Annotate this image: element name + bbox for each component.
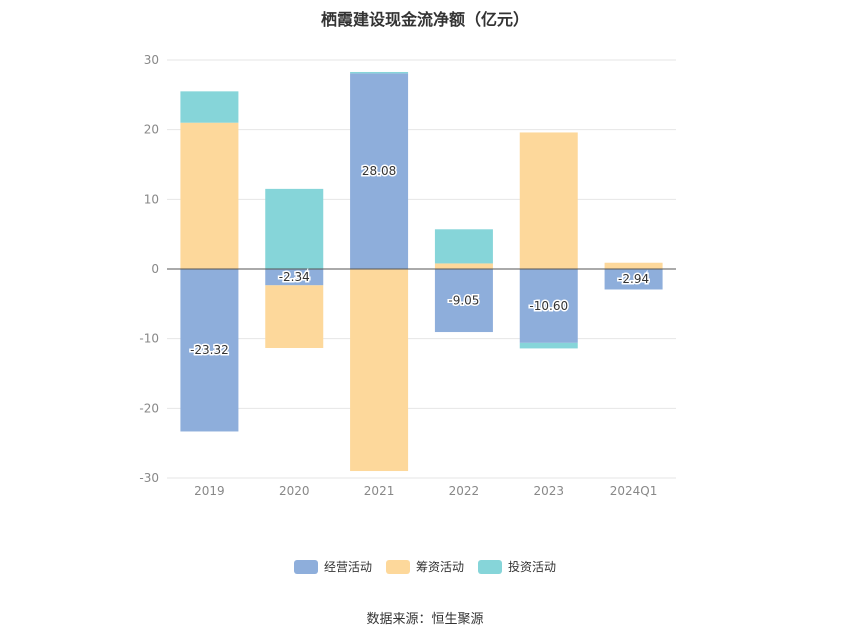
bar-segment [180, 269, 239, 432]
bar-segment [180, 91, 239, 123]
bar-segment [350, 73, 409, 269]
data-label: -9.05 [448, 294, 479, 308]
legend-label: 经营活动 [323, 560, 372, 574]
legend-item[interactable]: 筹资活动 [385, 558, 464, 575]
x-axis-ticks: 2019 2020 2021 2022 2023 2024Q1 [194, 484, 657, 498]
bar-segment [604, 262, 663, 269]
bar-segment [519, 269, 578, 343]
chart-title: 栖霞建设现金流净额（亿元） [320, 10, 529, 29]
data-label: -2.34 [279, 270, 310, 284]
legend-swatch [385, 559, 410, 574]
data-label: 28.08 [362, 164, 396, 178]
y-tick-label: -20 [139, 401, 159, 415]
bar-segment [434, 229, 493, 264]
bar-segment [350, 269, 409, 472]
x-tick-label: 2021 [364, 484, 395, 498]
y-tick-label: 10 [144, 192, 159, 206]
bar-segment [434, 269, 493, 333]
x-tick-label: 2024Q1 [610, 484, 658, 498]
bars [180, 71, 663, 472]
data-label: -2.94 [618, 272, 649, 286]
legend-item[interactable]: 经营活动 [293, 558, 372, 575]
bar-segment [519, 342, 578, 349]
legend: 经营活动 筹资活动 投资活动 [0, 558, 850, 575]
y-tick-label: 20 [144, 123, 159, 137]
y-axis-ticks: 30 20 10 0 -10 -20 -30 [139, 53, 159, 485]
legend-swatch [293, 559, 318, 574]
data-labels: -23.32 -2.34 28.08 -9.05 -10.60 -2.94 [189, 163, 651, 359]
bar-segment [519, 132, 578, 269]
y-tick-label: -30 [139, 471, 159, 485]
bar-segment [265, 269, 324, 286]
legend-swatch [478, 559, 502, 574]
x-tick-label: 2020 [279, 484, 310, 498]
y-tick-label: -10 [139, 332, 159, 346]
bar-segment [604, 269, 663, 290]
legend-label: 筹资活动 [415, 560, 464, 574]
data-label: -10.60 [529, 299, 568, 313]
y-tick-label: 0 [151, 262, 159, 276]
gridlines [167, 59, 676, 479]
bar-segment [265, 188, 324, 269]
bar-segment [350, 71, 409, 74]
legend-item[interactable]: 投资活动 [478, 558, 556, 575]
bar-segment [265, 285, 324, 349]
source-note: 数据来源：恒生聚源 [366, 612, 484, 627]
bar-segment [180, 122, 239, 269]
x-tick-label: 2019 [194, 484, 225, 498]
x-tick-label: 2022 [449, 484, 480, 498]
y-tick-label: 30 [144, 53, 159, 67]
legend-label: 投资活动 [508, 560, 557, 574]
x-tick-label: 2023 [533, 484, 564, 498]
bar-segment [434, 263, 493, 269]
data-label: -23.32 [190, 343, 229, 357]
